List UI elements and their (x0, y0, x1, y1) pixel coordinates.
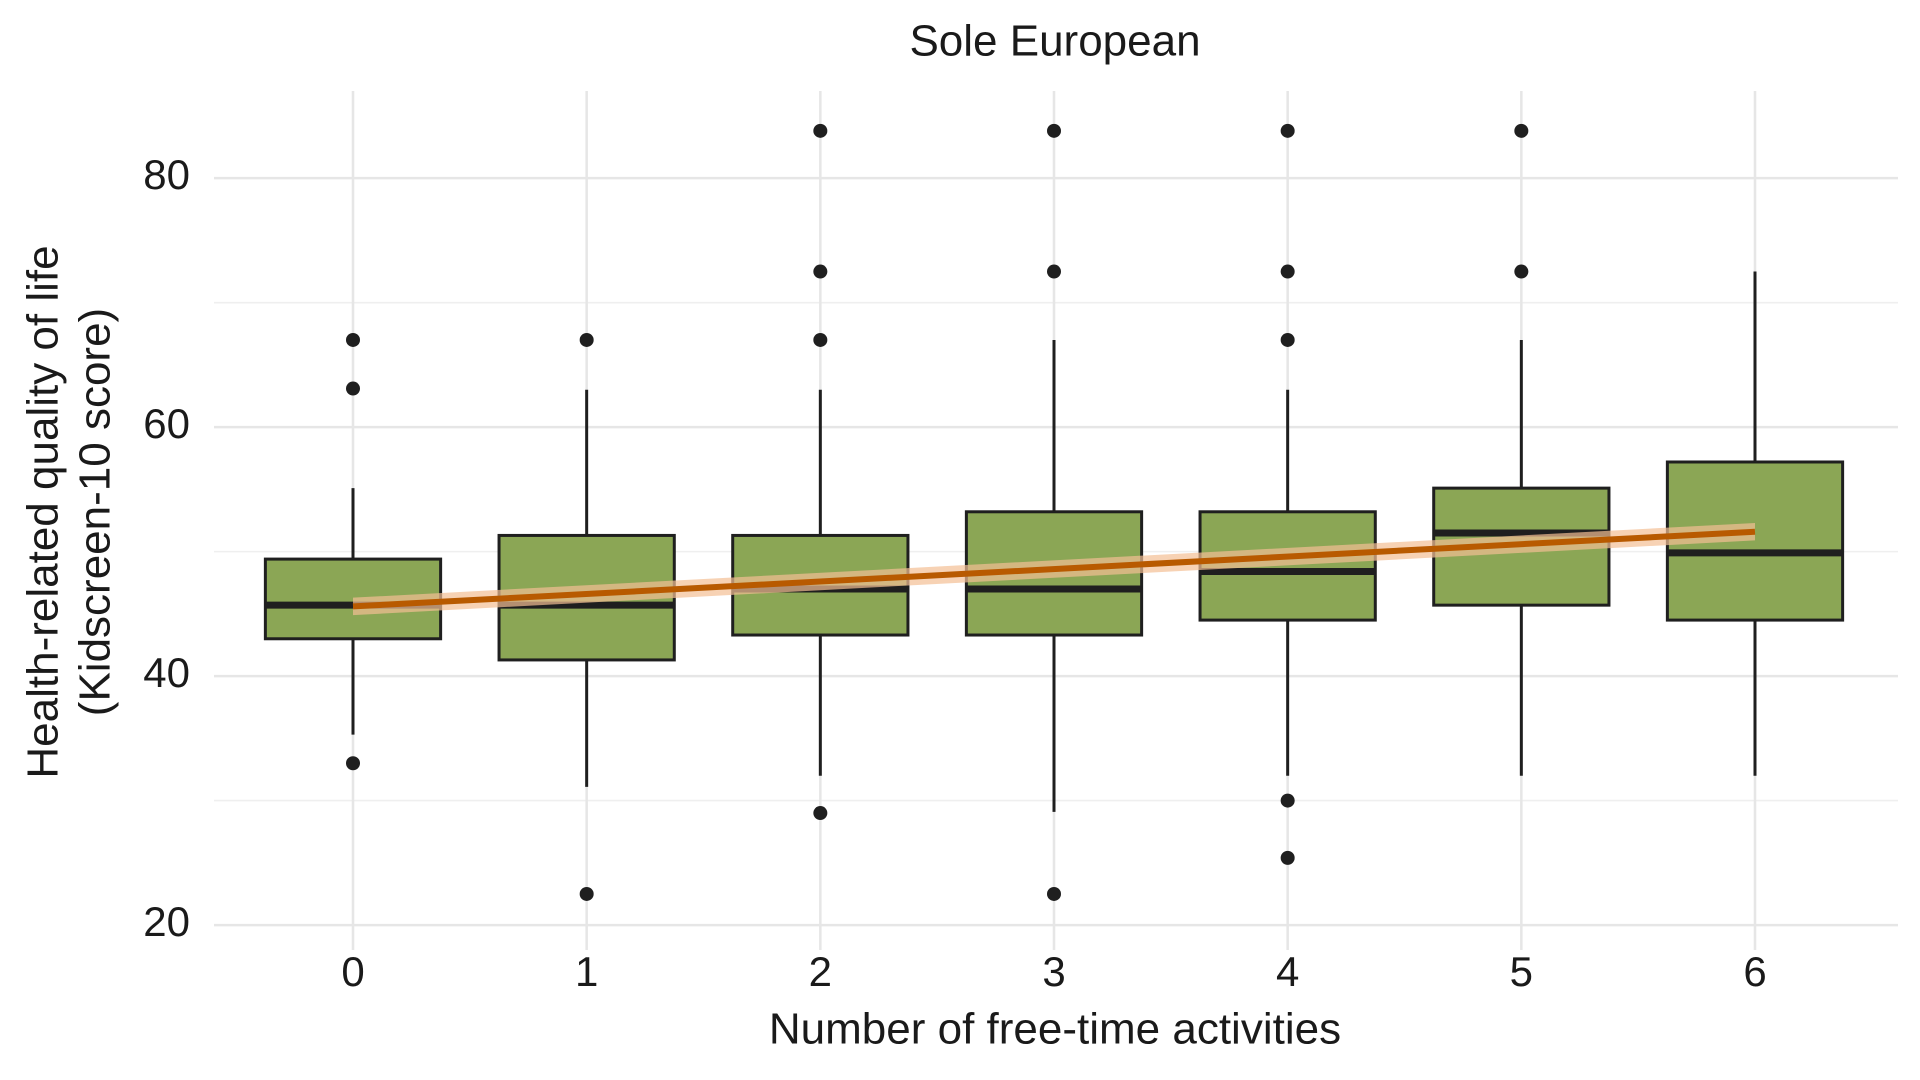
outlier (813, 806, 828, 821)
x-axis-title: Number of free-time activities (769, 1005, 1341, 1054)
x-tick-label: 6 (1743, 948, 1766, 995)
x-tick-label: 0 (341, 948, 364, 995)
trend-line (352, 528, 1756, 610)
outlier (346, 756, 360, 771)
outlier (813, 264, 828, 279)
x-tick-label: 1 (575, 948, 598, 995)
y-tick-label: 60 (143, 400, 190, 447)
outlier (1047, 123, 1061, 138)
x-tick-label: 2 (809, 948, 832, 995)
outlier (579, 886, 594, 901)
y-tick-label: 40 (143, 649, 190, 696)
y-tick-label: 80 (143, 151, 190, 198)
outlier (579, 332, 594, 347)
y-tick-label: 20 (143, 898, 190, 945)
outlier (1047, 264, 1061, 279)
x-tick-label: 3 (1042, 948, 1065, 995)
outlier (1280, 793, 1295, 808)
x-tick-label: 4 (1276, 948, 1299, 995)
outlier (1280, 123, 1295, 138)
outlier (1514, 123, 1529, 138)
y-axis-title: (Kidscreen-10 score) (71, 308, 120, 716)
outlier (1280, 332, 1295, 347)
outlier (1280, 850, 1295, 865)
x-tick-label: 5 (1510, 948, 1533, 995)
chart-title: Sole European (909, 17, 1200, 66)
outlier (1514, 264, 1529, 279)
outlier (813, 123, 828, 138)
y-axis-title: Health-related quality of life (19, 245, 68, 778)
outlier (346, 381, 360, 396)
outlier (813, 332, 828, 347)
outlier (1047, 886, 1061, 901)
outlier (1280, 264, 1295, 279)
outlier (346, 332, 360, 347)
